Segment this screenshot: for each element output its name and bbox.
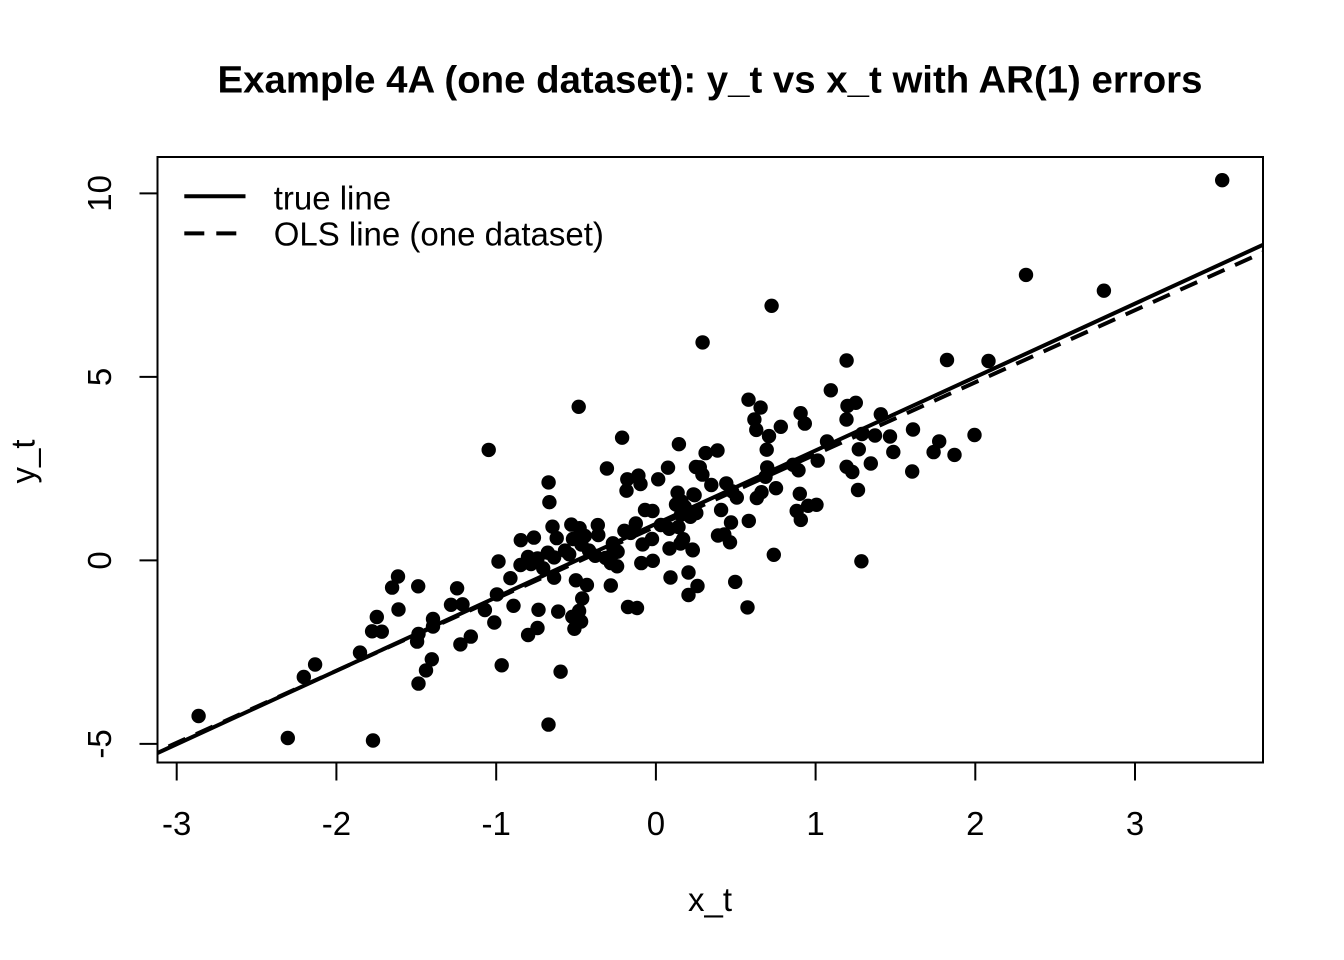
svg-text:0: 0 xyxy=(647,805,665,842)
svg-text:5: 5 xyxy=(81,368,118,386)
svg-text:-5: -5 xyxy=(81,729,118,758)
svg-text:true line: true line xyxy=(274,179,391,216)
svg-text:1: 1 xyxy=(806,805,824,842)
svg-text:y_t: y_t xyxy=(5,439,42,483)
svg-text:3: 3 xyxy=(1126,805,1144,842)
svg-text:0: 0 xyxy=(81,551,118,569)
svg-text:x_t: x_t xyxy=(688,881,732,918)
svg-text:-2: -2 xyxy=(322,805,351,842)
svg-text:10: 10 xyxy=(81,175,118,212)
svg-text:Example 4A (one dataset): y_t: Example 4A (one dataset): y_t vs x_t wit… xyxy=(218,59,1203,102)
svg-text:2: 2 xyxy=(966,805,984,842)
svg-text:OLS line (one dataset): OLS line (one dataset) xyxy=(274,216,604,253)
svg-text:-1: -1 xyxy=(482,805,511,842)
svg-text:-3: -3 xyxy=(162,805,191,842)
